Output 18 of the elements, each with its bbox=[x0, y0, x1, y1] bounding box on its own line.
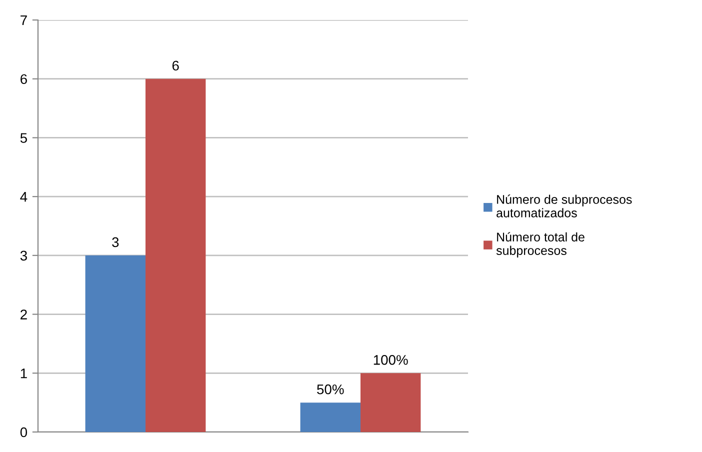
y-tick-label: 2 bbox=[20, 310, 27, 320]
y-tick-label: 3 bbox=[20, 250, 27, 261]
y-tick-label: 0 bbox=[20, 427, 28, 438]
y-tick-label: 7 bbox=[20, 15, 27, 26]
y-tick-label: 6 bbox=[20, 74, 27, 84]
y-tick-label: 4 bbox=[20, 192, 28, 202]
bar bbox=[146, 78, 206, 432]
legend-label: Número total de subprocesos bbox=[496, 232, 584, 258]
legend-label: Número de subprocesos automatizados bbox=[496, 194, 632, 218]
bar bbox=[300, 402, 360, 432]
data-label: 100% bbox=[374, 355, 408, 365]
data-label: 3 bbox=[112, 237, 119, 248]
data-label: 50% bbox=[317, 384, 344, 394]
bar bbox=[85, 255, 146, 432]
bar bbox=[360, 373, 421, 432]
y-tick-label: 1 bbox=[20, 368, 27, 378]
data-label: 6 bbox=[172, 60, 179, 71]
y-tick-label: 5 bbox=[20, 133, 27, 143]
